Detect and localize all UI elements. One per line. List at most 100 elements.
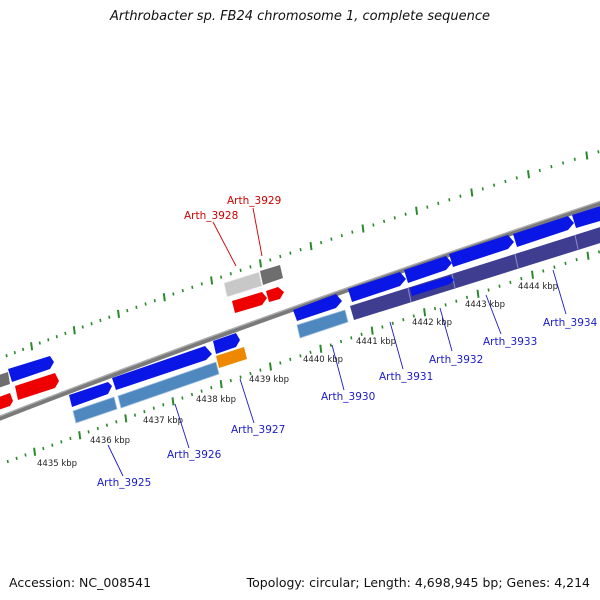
minor-tick [402,318,405,322]
minor-tick [64,331,67,336]
minor-tick [115,420,118,424]
gene-label[interactable]: Arth_3930 [321,391,375,403]
outer-tick-track [5,150,600,358]
gene-arrow-forward[interactable] [404,256,452,283]
minor-tick [509,280,512,285]
major-tick [33,447,37,456]
kbp-label: 4444 kbp [518,282,558,292]
gene-label[interactable]: Arth_3926 [167,449,222,461]
minor-tick [249,371,252,376]
major-tick [78,431,82,440]
gene-label[interactable]: Arth_3928 [184,210,238,222]
operon-band[interactable] [350,224,600,320]
major-tick [171,397,175,406]
gene-arrow-red[interactable] [232,292,267,313]
kbp-label: 4436 kbp [90,436,130,446]
gene-arrow-forward[interactable] [293,294,342,321]
minor-tick [391,321,394,325]
minor-tick [299,247,302,252]
operon-divider [514,253,519,269]
minor-tick [190,392,194,397]
gene-arrow-forward[interactable] [348,272,406,302]
map-title: Arthrobacter sp. FB24 chromosome 1, comp… [109,9,491,24]
major-tick [527,170,530,179]
minor-tick [269,258,272,262]
minor-tick [289,357,292,362]
minor-tick [87,430,90,434]
gene-label[interactable]: Arth_3927 [231,424,285,436]
gene-label[interactable]: Arth_3932 [429,354,483,366]
minor-tick [191,285,194,289]
major-tick [531,270,534,279]
minor-tick [24,453,27,457]
minor-tick [538,168,541,173]
minor-tick [309,350,312,354]
kbp-label: 4437 kbp [143,416,183,426]
major-tick [476,289,480,298]
gene-block-orange[interactable] [216,347,247,368]
minor-tick [562,161,565,165]
major-tick [585,151,589,160]
minor-tick [51,443,54,447]
minor-tick [553,265,556,269]
minor-tick [13,350,16,355]
gene-arrow-forward[interactable] [69,382,112,407]
major-tick [162,293,166,302]
minor-tick [279,254,282,259]
kbp-label: 4439 kbp [249,375,289,385]
major-tick [423,308,427,317]
gene-block-reverse[interactable] [296,309,349,339]
gene-arrow-darkgray[interactable] [0,372,10,388]
gene-label[interactable]: Arth_3934 [543,317,598,329]
minor-tick [239,375,242,379]
minor-tick [444,303,447,307]
minor-tick [210,385,213,390]
gene-label[interactable]: Arth_3933 [483,336,537,348]
gene-arrow-forward[interactable] [449,235,514,267]
genome-summary-text: Topology: circular; Length: 4,698,945 bp… [246,575,590,590]
minor-tick [143,410,146,414]
minor-tick [279,361,282,365]
gene-arrow-forward[interactable] [213,333,240,354]
gene-arrow-red[interactable] [266,287,284,302]
minor-tick [200,282,203,286]
operon-divider [574,234,579,250]
gene-label[interactable]: Arth_3931 [379,371,433,383]
gene-block-reverse[interactable] [72,396,118,424]
minor-tick [433,306,437,311]
major-tick [72,326,76,335]
minor-tick [597,250,600,254]
gene-label[interactable]: Arth_3925 [97,477,151,489]
gene-arrow-forward[interactable] [8,356,54,382]
gene-label[interactable]: Arth_3929 [227,195,281,207]
gene-arrow-forward[interactable] [513,216,574,247]
minor-tick [81,325,84,329]
gene-block-lightgray[interactable] [223,271,263,298]
gene-arrow-forward[interactable] [410,276,454,296]
major-tick [124,414,128,423]
major-tick [269,362,272,371]
gene-arrow-red[interactable] [15,373,59,400]
inner-tick-track [0,250,600,467]
kbp-label: 4440 kbp [303,355,343,365]
gene-block-darkgray[interactable] [260,265,283,285]
kbp-label: 4441 kbp [356,337,396,347]
minor-tick [573,157,576,161]
accession-text: Accession: NC_008541 [9,575,152,590]
gene-arrow-forward[interactable] [572,203,600,228]
minor-tick [448,198,451,202]
minor-tick [350,336,353,340]
minor-tick [426,205,429,209]
gene-arrow-forward[interactable] [112,346,212,390]
minor-tick [542,269,545,273]
gene-arrow-red[interactable] [0,393,13,410]
minor-tick [299,354,302,358]
minor-tick [144,302,147,306]
gene-block-reverse[interactable] [117,361,220,409]
minor-tick [575,257,578,262]
minor-tick [249,265,252,269]
minor-tick [42,446,45,451]
major-tick [219,379,223,389]
minor-tick [487,288,490,292]
